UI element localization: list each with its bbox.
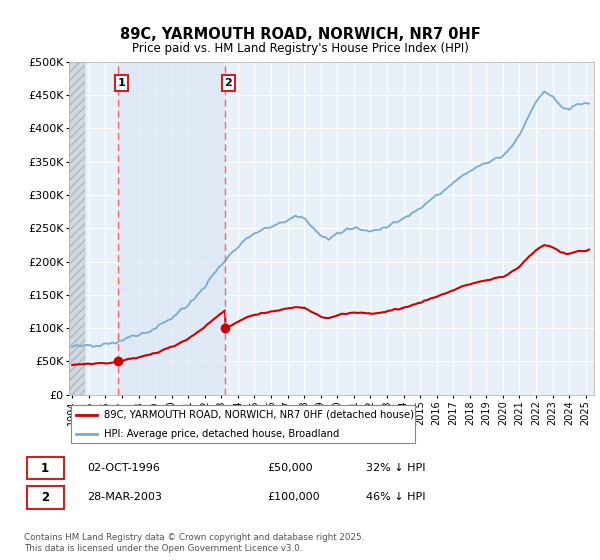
Text: 28-MAR-2003: 28-MAR-2003 <box>88 492 163 502</box>
Text: HPI: Average price, detached house, Broadland: HPI: Average price, detached house, Broa… <box>104 430 339 439</box>
Text: 02-OCT-1996: 02-OCT-1996 <box>88 463 160 473</box>
Text: 89C, YARMOUTH ROAD, NORWICH, NR7 0HF: 89C, YARMOUTH ROAD, NORWICH, NR7 0HF <box>119 27 481 42</box>
Text: 89C, YARMOUTH ROAD, NORWICH, NR7 0HF (detached house): 89C, YARMOUTH ROAD, NORWICH, NR7 0HF (de… <box>104 410 414 420</box>
Bar <box>118 62 225 395</box>
Text: £50,000: £50,000 <box>267 463 313 473</box>
Text: 32% ↓ HPI: 32% ↓ HPI <box>366 463 426 473</box>
FancyBboxPatch shape <box>71 405 415 443</box>
Text: 2: 2 <box>224 78 232 88</box>
Text: 1: 1 <box>117 78 125 88</box>
Bar <box>69 62 85 395</box>
Text: 2: 2 <box>41 491 49 504</box>
Text: £100,000: £100,000 <box>267 492 320 502</box>
Text: Contains HM Land Registry data © Crown copyright and database right 2025.
This d: Contains HM Land Registry data © Crown c… <box>24 534 364 553</box>
FancyBboxPatch shape <box>27 486 64 508</box>
Text: 1: 1 <box>41 461 49 475</box>
Text: 46% ↓ HPI: 46% ↓ HPI <box>366 492 426 502</box>
FancyBboxPatch shape <box>27 457 64 479</box>
Text: Price paid vs. HM Land Registry's House Price Index (HPI): Price paid vs. HM Land Registry's House … <box>131 42 469 55</box>
